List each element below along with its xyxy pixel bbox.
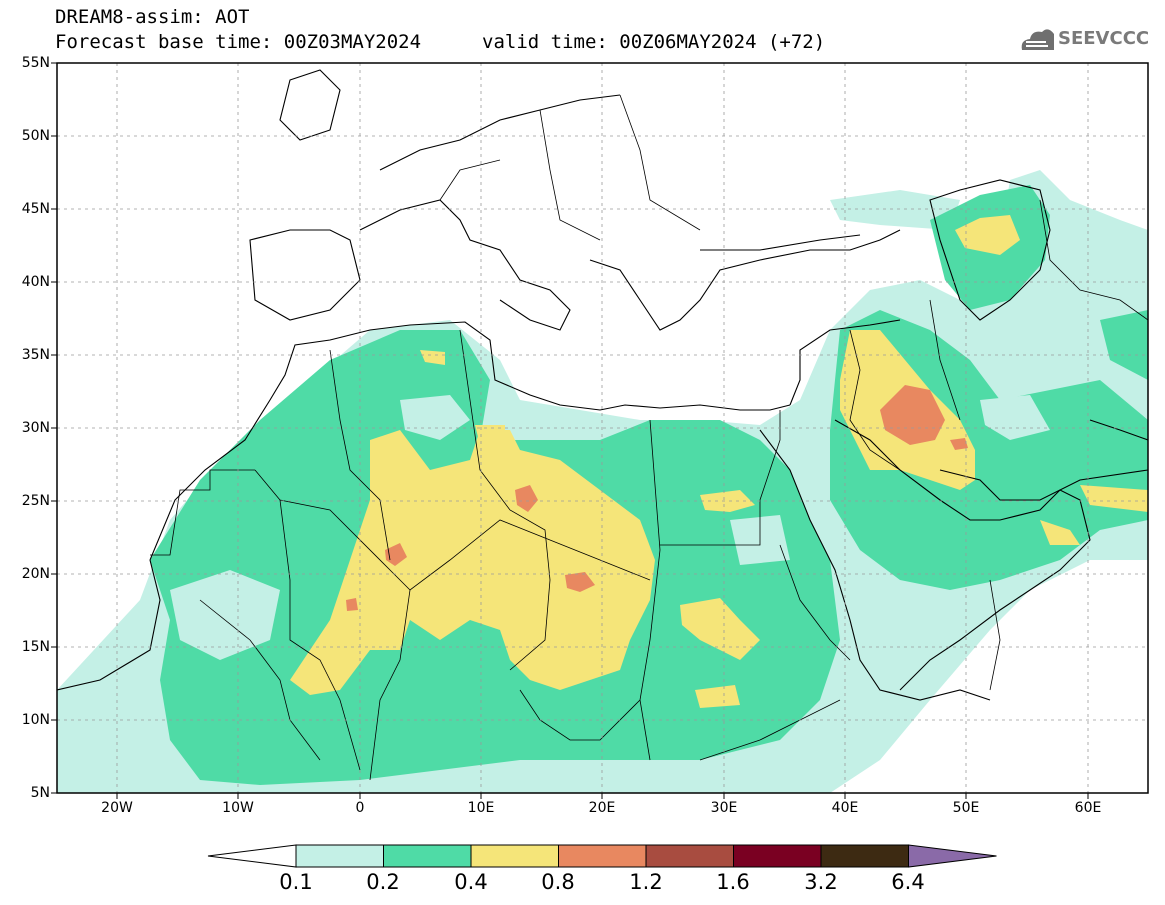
coastlines	[57, 69, 1148, 701]
aot-band-0.2	[150, 185, 1148, 785]
borders	[150, 94, 1148, 781]
map-title: DREAM8-assim: AOT	[55, 6, 250, 28]
colorbar-label: 0.4	[454, 870, 488, 894]
colorbar-label: 1.2	[629, 870, 663, 894]
axis-ticks	[51, 62, 1089, 799]
colorbar-label: 0.8	[541, 870, 575, 894]
lat-label: 35N	[21, 347, 50, 363]
forecast-base-time: Forecast base time: 00Z03MAY2024	[55, 31, 422, 53]
lat-label: 30N	[21, 420, 50, 436]
valid-time: valid time: 00Z06MAY2024 (+72)	[482, 31, 826, 53]
lat-label: 55N	[21, 55, 50, 71]
graticule	[57, 63, 1148, 793]
lon-label: 10W	[222, 800, 254, 816]
colorbar-label: 1.6	[716, 870, 750, 894]
logo-text: SEEVCCC	[1058, 28, 1150, 49]
lon-label: 40E	[831, 800, 859, 816]
lon-label: 10E	[467, 800, 495, 816]
colorbar-label: 0.2	[366, 870, 400, 894]
lon-label: 60E	[1074, 800, 1102, 816]
lon-label: 30E	[710, 800, 738, 816]
lat-label: 40N	[21, 274, 50, 290]
lat-label: 5N	[30, 785, 50, 801]
lon-label: 20E	[588, 800, 616, 816]
cloud-logo-icon	[1021, 29, 1054, 50]
colorbar-label: 6.4	[891, 870, 925, 894]
lat-label: 15N	[21, 639, 50, 655]
lat-label: 20N	[21, 566, 50, 582]
colorbar-label: 3.2	[804, 870, 838, 894]
lat-label: 25N	[21, 493, 50, 509]
aot-band-0.8	[346, 385, 968, 611]
lat-label: 10N	[21, 712, 50, 728]
colorbar-label: 0.1	[279, 870, 313, 894]
lat-label: 50N	[21, 128, 50, 144]
lat-label: 45N	[21, 201, 50, 217]
lon-label: 20W	[101, 800, 133, 816]
lon-label: 0	[355, 800, 365, 816]
lon-label: 50E	[952, 800, 980, 816]
